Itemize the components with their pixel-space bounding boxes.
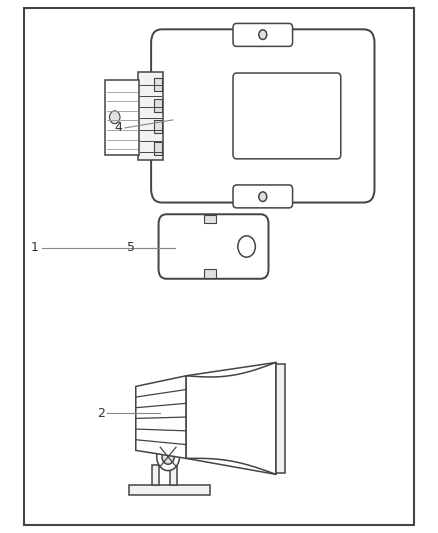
Bar [276, 364, 285, 473]
Text: 1: 1 [31, 241, 39, 254]
Circle shape [157, 443, 180, 471]
Bar [154, 78, 162, 91]
Bar [204, 215, 216, 223]
Text: 4: 4 [114, 122, 122, 134]
Bar [154, 120, 162, 133]
Bar [24, 8, 414, 525]
Circle shape [110, 111, 120, 124]
FancyBboxPatch shape [159, 214, 268, 279]
Bar [154, 99, 162, 112]
Bar [138, 72, 163, 160]
Polygon shape [136, 376, 186, 458]
Polygon shape [186, 362, 276, 474]
FancyBboxPatch shape [233, 185, 293, 208]
Bar [105, 80, 139, 155]
FancyBboxPatch shape [151, 29, 374, 203]
Text: 5: 5 [127, 241, 135, 254]
Bar [129, 485, 210, 495]
Text: 2: 2 [97, 407, 105, 419]
Bar [170, 465, 177, 485]
Circle shape [259, 30, 267, 39]
Bar [154, 142, 162, 155]
Circle shape [238, 236, 255, 257]
Bar [204, 269, 216, 278]
Circle shape [162, 449, 174, 464]
Bar [152, 465, 159, 485]
Circle shape [259, 192, 267, 201]
FancyBboxPatch shape [233, 23, 293, 46]
FancyBboxPatch shape [233, 73, 341, 159]
